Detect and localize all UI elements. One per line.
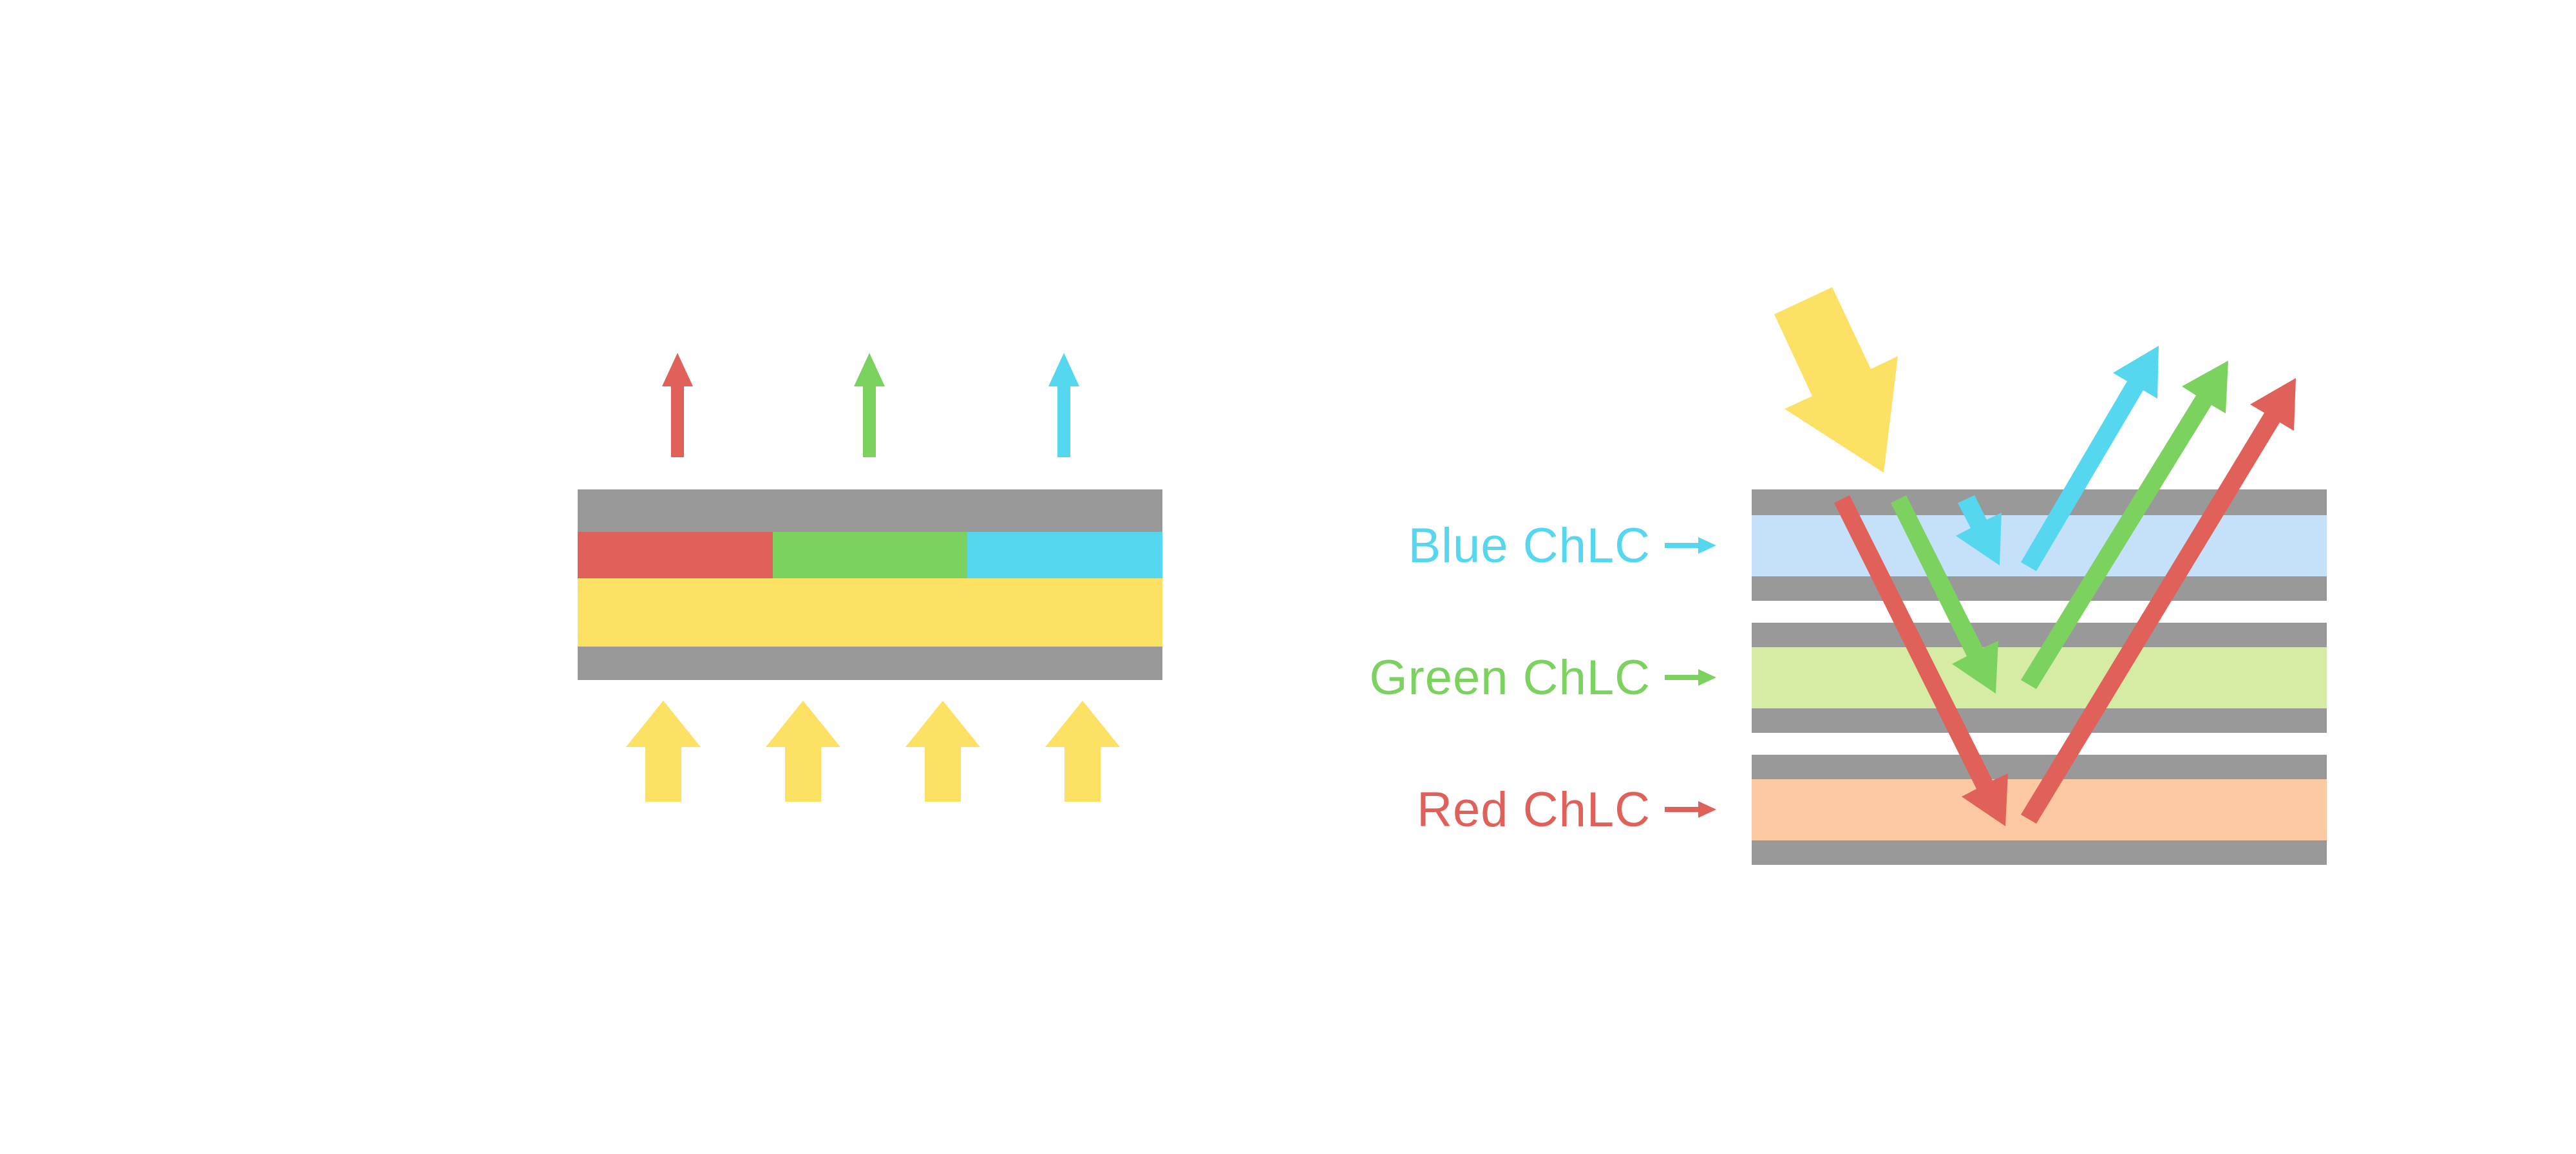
left-bottom-glass-layer	[578, 647, 1162, 680]
left-emissive-stack-diagram	[578, 353, 1162, 802]
left-cyan-pixel-segment	[967, 532, 1162, 578]
backlight-arrow-1	[626, 701, 701, 802]
red-chlc-label: Red ChLC	[1417, 782, 1651, 837]
incident-light-arrow	[1774, 287, 1898, 473]
emitted-cyan-arrow	[1048, 353, 1079, 457]
left-backlight-layer	[578, 578, 1162, 647]
red-ray-incoming	[1834, 495, 2008, 826]
red-ray-reflected	[2021, 378, 2296, 824]
green-cell-bottom-substrate	[1752, 708, 2327, 733]
blue-chlc-label: Blue ChLC	[1408, 518, 1651, 573]
left-top-glass-layer	[578, 489, 1162, 532]
cyan-ray-incoming	[1956, 495, 2002, 565]
blue-cell-bottom-substrate	[1752, 576, 2327, 601]
red-cell-top-substrate	[1752, 755, 2327, 779]
green-ray-incoming	[1891, 495, 1998, 694]
emitted-red-arrow	[662, 353, 693, 457]
green-cell-top-substrate	[1752, 623, 2327, 647]
green-ray-reflected	[2021, 361, 2228, 689]
emitted-green-arrow	[854, 353, 885, 457]
left-green-pixel-segment	[773, 532, 967, 578]
red-chlc-pointer-arrow	[1665, 801, 1716, 818]
backlight-arrow-2	[766, 701, 840, 802]
blue-chlc-pointer-arrow	[1665, 537, 1716, 554]
backlight-arrow-3	[905, 701, 980, 802]
left-red-pixel-segment	[578, 532, 773, 578]
backlight-arrow-4	[1045, 701, 1120, 802]
red-cell-bottom-substrate	[1752, 840, 2327, 865]
cyan-ray-reflected	[2021, 346, 2159, 571]
green-chlc-label: Green ChLC	[1369, 650, 1651, 705]
green-chlc-pointer-arrow	[1665, 669, 1716, 686]
right-chlc-stack-diagram: Blue ChLC Green ChLC Red ChLC	[1369, 287, 2327, 865]
